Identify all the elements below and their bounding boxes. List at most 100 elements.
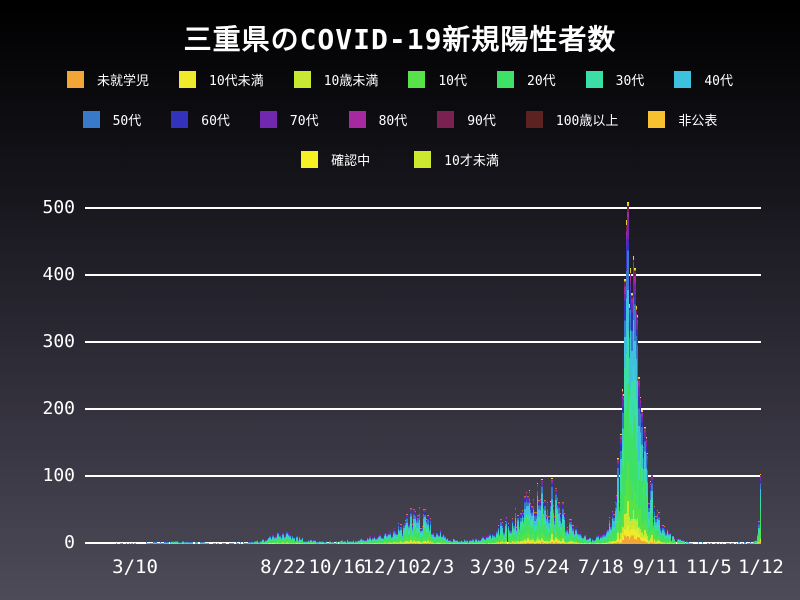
stacked-daily-bar (492, 532, 494, 544)
stacked-daily-bar (521, 510, 523, 544)
legend-label: 10才未満 (444, 153, 499, 169)
stacked-daily-bar (603, 534, 605, 544)
stacked-daily-bar (339, 541, 342, 544)
stacked-daily-bar (634, 267, 636, 544)
stacked-daily-bar (203, 542, 205, 544)
stacked-daily-bar (368, 538, 370, 544)
stacked-daily-bar (461, 539, 463, 544)
y-tick-label: 500 (42, 197, 75, 218)
stacked-daily-bar (311, 541, 314, 544)
stacked-daily-bar (569, 519, 571, 544)
stacked-daily-bar (286, 531, 288, 544)
stacked-daily-bar (568, 530, 570, 544)
stacked-daily-bar (676, 539, 678, 544)
stacked-daily-bar (611, 511, 614, 544)
stacked-daily-bar (463, 539, 466, 544)
stacked-daily-bar (189, 542, 191, 544)
stacked-daily-bar (168, 542, 170, 544)
legend-item: 非公表 (648, 110, 717, 129)
stacked-daily-bar (480, 538, 483, 544)
stacked-daily-bar (625, 219, 628, 544)
stacked-daily-bar (549, 500, 552, 544)
stacked-daily-bar (408, 522, 411, 544)
stacked-daily-bar (355, 540, 357, 544)
stacked-daily-bar (530, 503, 532, 544)
stacked-daily-bar (268, 537, 270, 544)
stacked-daily-bar (265, 540, 267, 544)
stacked-daily-bar (180, 541, 183, 544)
stacked-daily-bar (190, 542, 193, 544)
stacked-daily-bar (379, 533, 381, 544)
stacked-daily-bar (537, 482, 539, 544)
stacked-daily-bar (527, 495, 529, 544)
legend-label: 100歳以上 (555, 113, 619, 129)
stacked-daily-bar (686, 541, 688, 544)
stacked-daily-bar (356, 541, 359, 544)
stacked-daily-bar (351, 540, 353, 544)
stacked-daily-bar (328, 540, 331, 544)
legend-color-swatch-icon (82, 110, 100, 128)
stacked-daily-bar (201, 542, 204, 544)
y-gridline (85, 475, 761, 477)
stacked-daily-bar (380, 536, 383, 544)
stacked-daily-bar (415, 516, 418, 544)
stacked-daily-bar (213, 543, 215, 544)
stacked-daily-bar (534, 511, 536, 544)
stacked-daily-bar (661, 529, 663, 544)
stacked-daily-bar (401, 533, 404, 544)
stacked-daily-bar (375, 538, 377, 544)
stacked-daily-bar (254, 541, 256, 544)
stacked-daily-bar (518, 525, 521, 544)
stacked-daily-bar (342, 541, 345, 544)
stacked-daily-bar (146, 543, 149, 544)
stacked-daily-bar (310, 539, 312, 544)
stacked-daily-bar (293, 537, 295, 544)
legend-color-swatch-icon (648, 110, 666, 128)
stacked-daily-bar (187, 542, 190, 544)
stacked-daily-bar (386, 533, 388, 544)
stacked-daily-bar (417, 514, 419, 544)
stacked-daily-bar (248, 541, 250, 544)
stacked-daily-bar (618, 501, 621, 544)
stacked-daily-bar (504, 520, 507, 544)
stacked-daily-bar (407, 522, 409, 544)
stacked-daily-bar (186, 542, 188, 544)
stacked-daily-bar (432, 530, 435, 544)
stacked-daily-bar (294, 539, 297, 544)
stacked-daily-bar (148, 542, 150, 544)
stacked-daily-bar (635, 305, 638, 544)
stacked-daily-bar (361, 537, 363, 544)
stacked-daily-bar (707, 542, 709, 544)
stacked-daily-bar (256, 540, 259, 544)
stacked-daily-bar (365, 539, 367, 544)
stacked-daily-bar (246, 542, 249, 544)
stacked-daily-bar (648, 503, 650, 544)
stacked-daily-bar (744, 542, 746, 544)
stacked-daily-bar (152, 541, 154, 544)
stacked-daily-bar (289, 534, 291, 544)
stacked-daily-bar (304, 540, 307, 544)
stacked-daily-bar (332, 541, 335, 544)
stacked-daily-bar (394, 531, 397, 544)
stacked-daily-bar (230, 542, 232, 544)
stacked-daily-bar (275, 536, 277, 544)
stacked-daily-bar (251, 541, 253, 544)
stacked-daily-bar (249, 541, 252, 544)
stacked-daily-bar (613, 514, 615, 544)
stacked-daily-bar (539, 498, 542, 544)
stacked-daily-bar (296, 534, 298, 544)
stacked-daily-bar (382, 536, 384, 544)
legend-item: 10歳未満 (293, 70, 378, 89)
stacked-daily-bar (559, 512, 562, 544)
stacked-daily-bar (372, 538, 374, 544)
stacked-daily-bar (420, 527, 422, 544)
stacked-daily-bar (370, 539, 373, 544)
stacked-daily-bar (531, 506, 533, 544)
legend-item: 10才未満 (414, 150, 499, 169)
stacked-daily-bar (255, 541, 257, 544)
stacked-daily-bar (323, 541, 325, 544)
stacked-daily-bar (749, 542, 752, 544)
stacked-daily-bar (282, 531, 284, 544)
stacked-daily-bar (652, 518, 654, 544)
stacked-daily-bar (646, 453, 649, 544)
